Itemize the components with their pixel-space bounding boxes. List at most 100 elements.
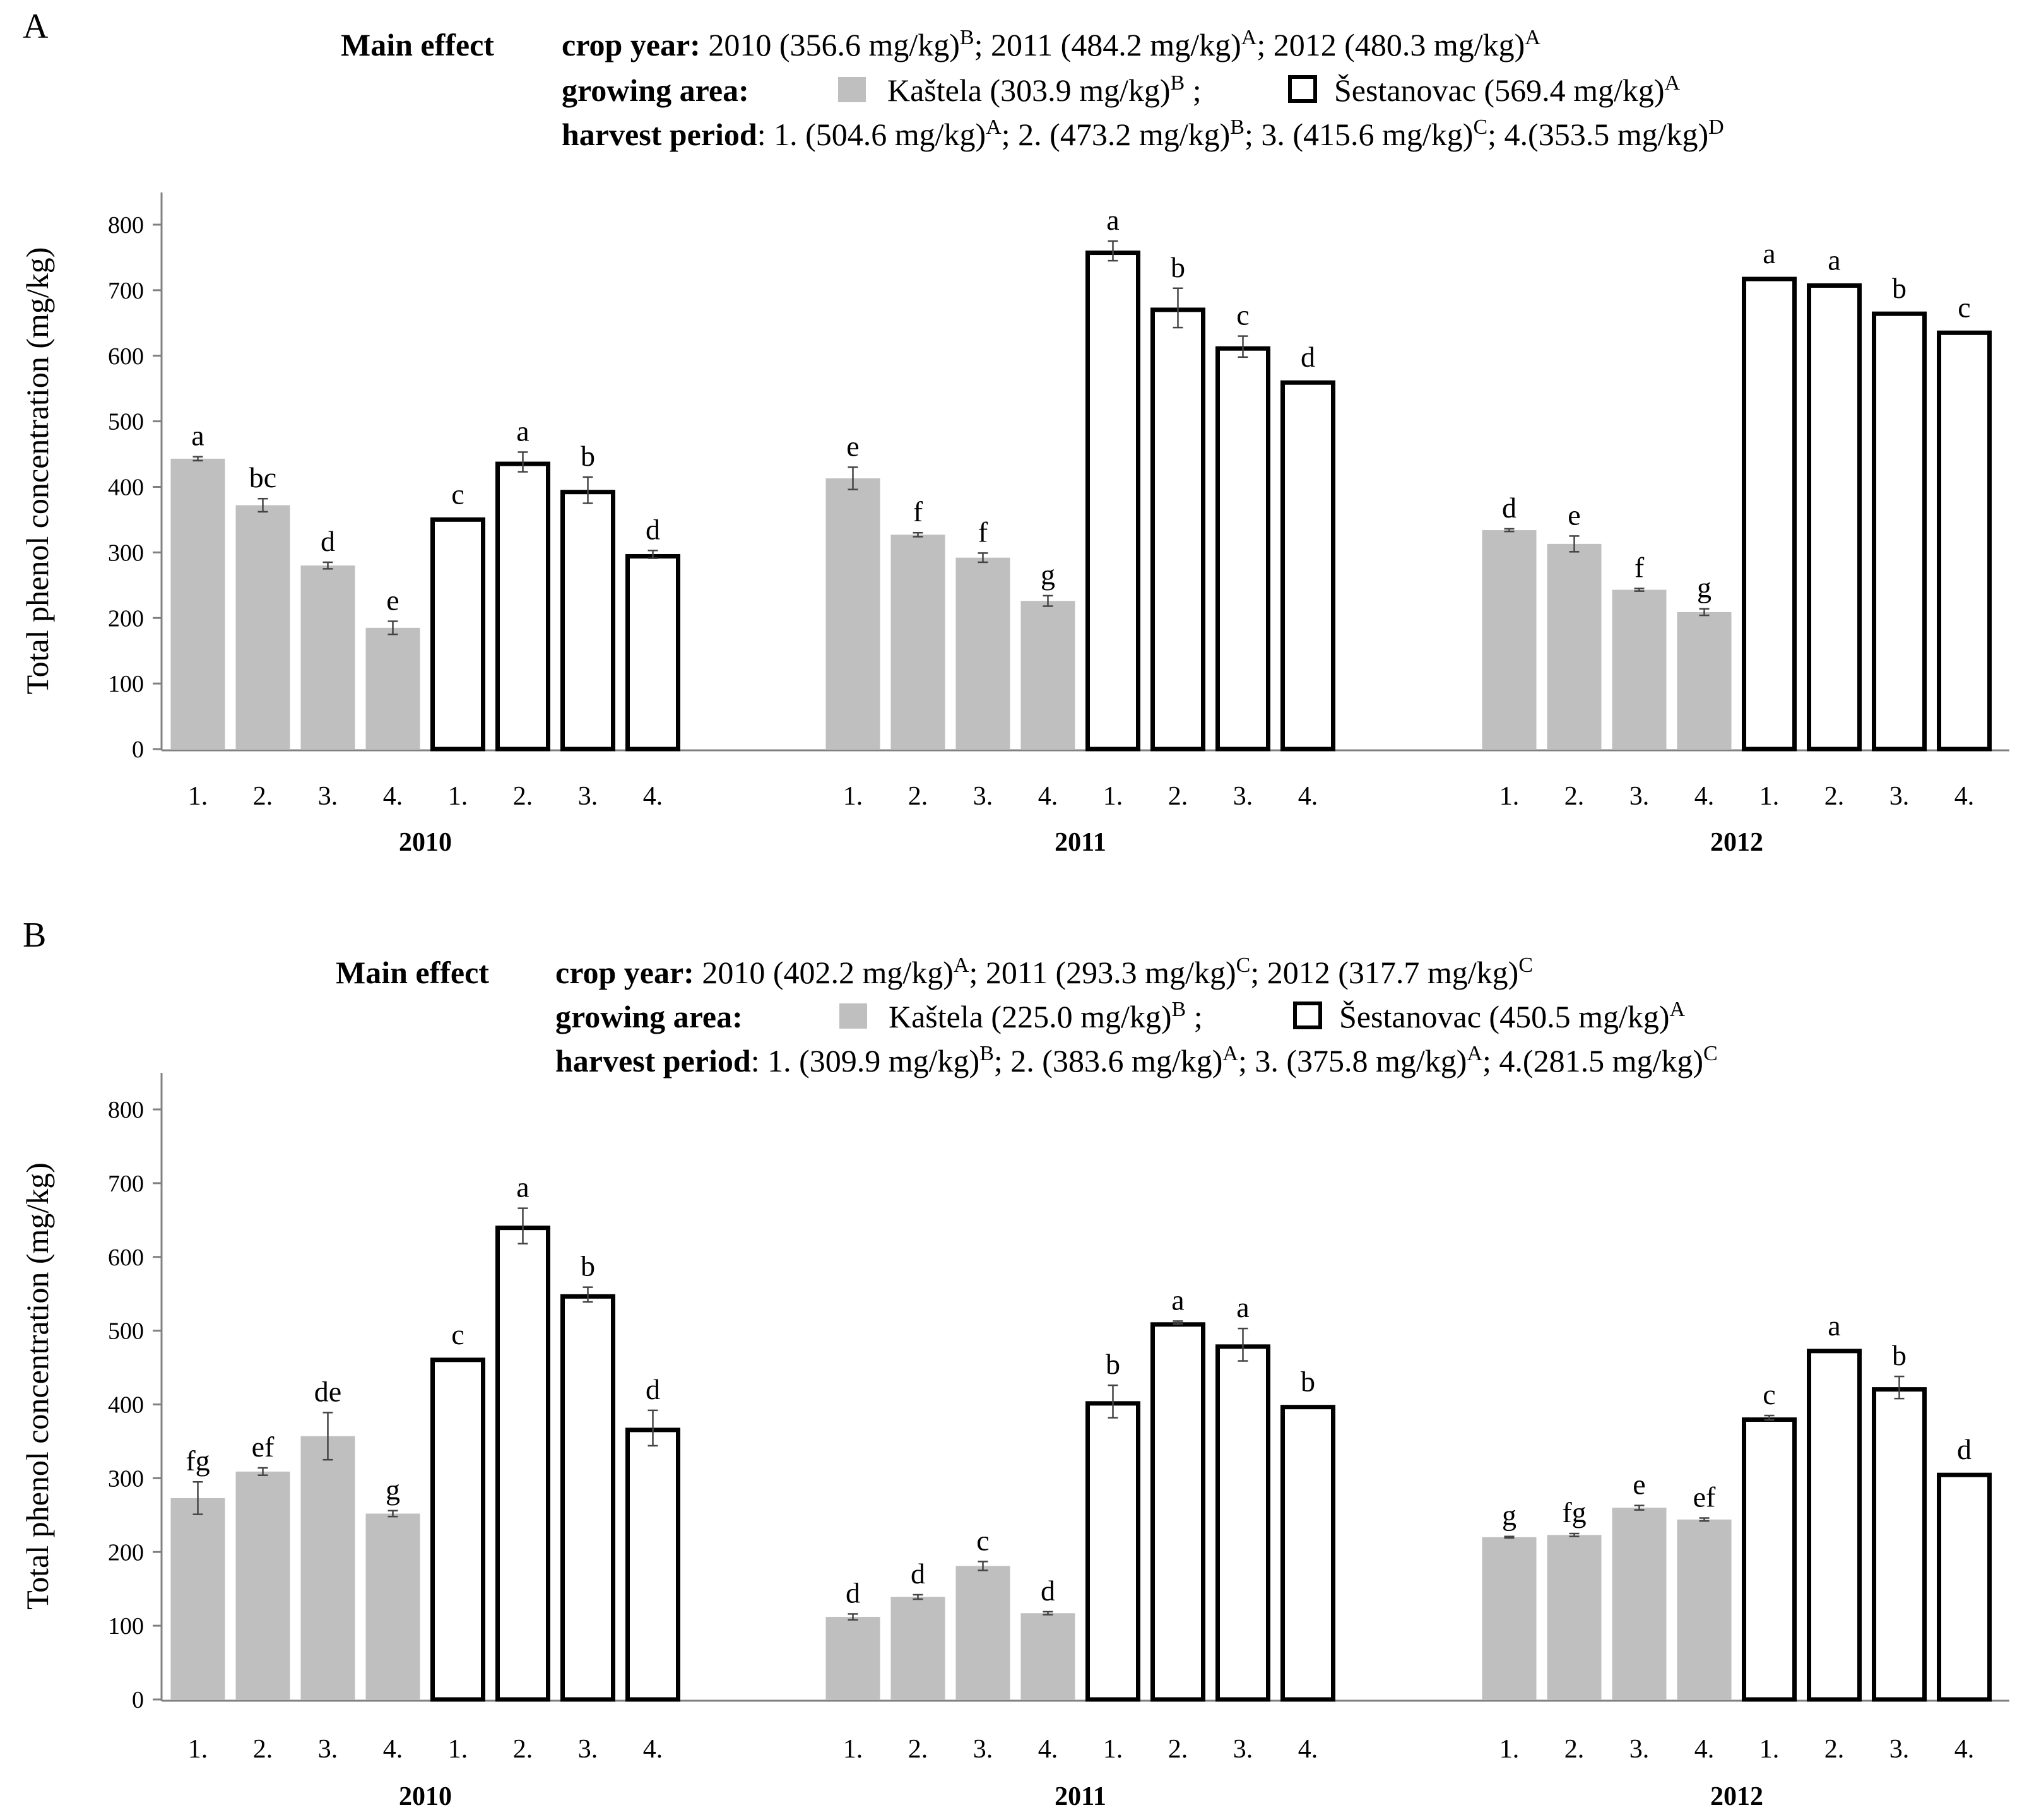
significance-letter: g (1041, 558, 1055, 591)
x-tick-label: 1. (1759, 782, 1780, 811)
bar-sestanovac-2010-1 (430, 517, 485, 752)
significance-letter: e (1633, 1468, 1645, 1501)
error-bar (322, 561, 333, 570)
bar-kastela-2011-3 (955, 557, 1010, 749)
bar-sestanovac-2011-1 (1085, 1401, 1140, 1702)
y-tick-label: 200 (108, 1539, 144, 1566)
chart-panel-a: A Main effect crop year: 2010 (356.6 mg/kg… (20, 7, 2009, 857)
year-group-label: 2010 (399, 1782, 452, 1811)
bar-sestanovac-2012-3 (1872, 1387, 1927, 1702)
error-bar (1569, 535, 1580, 553)
x-tick-label: 1. (448, 782, 468, 811)
significance-letter: f (913, 495, 923, 528)
x-tick-label: 3. (318, 1735, 338, 1764)
y-tick-label: 500 (108, 1318, 144, 1345)
error-bar (1894, 1375, 1905, 1400)
error-bar (978, 552, 988, 564)
bar-kastela-2010-2 (235, 505, 290, 749)
significance-letter: b (1171, 251, 1185, 283)
year-group-label: 2010 (399, 828, 452, 857)
bar-kastela-2010-1 (170, 458, 225, 749)
significance-letter: b (1106, 1348, 1120, 1380)
error-bar (1634, 1504, 1645, 1511)
error-bar (387, 620, 398, 635)
y-tick-label: 700 (108, 278, 144, 304)
bar-sestanovac-2010-3 (560, 490, 615, 752)
bar-kastela-2012-2 (1547, 543, 1602, 749)
x-tick-label: 3. (578, 782, 598, 811)
bar-sestanovac-2010-1 (430, 1357, 485, 1702)
error-bar (257, 497, 268, 513)
legend-sestanovac: Šestanovac (569.4 mg/kg)A (1334, 71, 1681, 109)
error-bar (647, 550, 658, 559)
bar-kastela-2012-4 (1677, 1519, 1732, 1699)
error-bar (1173, 1320, 1183, 1325)
x-tick-label: 4. (1038, 1735, 1058, 1764)
y-axis-label: Total phenol concentration (mg/kg) (20, 1162, 55, 1610)
x-tick-label: 2. (513, 1735, 533, 1764)
x-tick-label: 4. (1954, 1735, 1975, 1764)
significance-letter: e (1568, 499, 1580, 531)
bar-kastela-2010-4 (365, 627, 420, 749)
x-tick-label: 3. (578, 1735, 598, 1764)
bar-kastela-2012-1 (1482, 1537, 1537, 1699)
error-bar (322, 1412, 333, 1461)
y-tick-label: 500 (108, 409, 144, 435)
significance-letter: c (451, 478, 464, 510)
significance-letter: d (1502, 492, 1516, 524)
error-bar (1569, 1532, 1580, 1537)
significance-letter: d (321, 525, 335, 557)
x-tick-label: 4. (1954, 782, 1975, 811)
harvest-period-line: harvest period: 1. (504.6 mg/kg)A; 2. (4… (562, 115, 1724, 153)
error-bar (582, 1286, 593, 1303)
year-group-label: 2012 (1710, 828, 1763, 857)
x-tick-label: 4. (383, 782, 403, 811)
error-bar (848, 466, 858, 490)
crop-year-line: crop year: 2010 (402.2 mg/kg)A; 2011 (29… (555, 954, 1533, 991)
significance-letter: e (846, 430, 859, 462)
error-bar (1699, 608, 1710, 617)
error-bar (1238, 335, 1248, 358)
significance-letter: a (516, 415, 529, 447)
legend-kastela: Kaštela (303.9 mg/kg)B ; (887, 71, 1202, 109)
significance-letter: a (1236, 1291, 1249, 1323)
bar-sestanovac-2011-3 (1215, 346, 1270, 752)
bar-kastela-2011-1 (825, 1617, 880, 1699)
x-tick-label: 1. (843, 1735, 863, 1764)
x-tick-label: 1. (1499, 782, 1520, 811)
y-tick-label: 400 (108, 475, 144, 501)
error-bar (257, 1467, 268, 1476)
y-tick-label: 800 (108, 1097, 144, 1123)
x-tick-label: 3. (318, 782, 338, 811)
bar-kastela-2011-2 (890, 1597, 945, 1699)
significance-letter: c (451, 1318, 464, 1350)
x-tick-label: 2. (1564, 782, 1585, 811)
bar-sestanovac-2012-4 (1937, 1472, 1992, 1702)
bar-sestanovac-2012-1 (1742, 276, 1797, 752)
bar-sestanovac-2010-2 (495, 1226, 550, 1702)
bar-kastela-2012-2 (1547, 1535, 1602, 1699)
bar-sestanovac-2011-2 (1150, 307, 1205, 752)
bar-kastela-2011-1 (825, 478, 880, 749)
significance-letter: a (1763, 237, 1775, 269)
significance-letter: d (646, 513, 660, 545)
y-tick-label: 700 (108, 1171, 144, 1197)
main-effect-label: Main effect (336, 955, 489, 990)
bar-sestanovac-2012-4 (1937, 330, 1992, 752)
error-bar (1699, 1517, 1710, 1522)
panel-label: A (23, 7, 49, 46)
significance-letter: d (1301, 341, 1315, 373)
significance-letter: d (646, 1373, 660, 1405)
significance-letter: f (978, 516, 988, 548)
x-tick-label: 1. (448, 1735, 468, 1764)
significance-letter: b (581, 440, 595, 472)
chart-panel-b: B Main effect crop year: 2010 (402.2 mg/kg… (20, 916, 2009, 1811)
error-bar (1764, 1414, 1775, 1421)
bar-kastela-2010-3 (300, 1436, 355, 1699)
x-tick-label: 4. (1694, 1735, 1715, 1764)
error-bar (582, 476, 593, 504)
significance-letter: c (1236, 299, 1249, 331)
bar-kastela-2010-2 (235, 1471, 290, 1699)
y-tick-label: 100 (108, 671, 144, 697)
